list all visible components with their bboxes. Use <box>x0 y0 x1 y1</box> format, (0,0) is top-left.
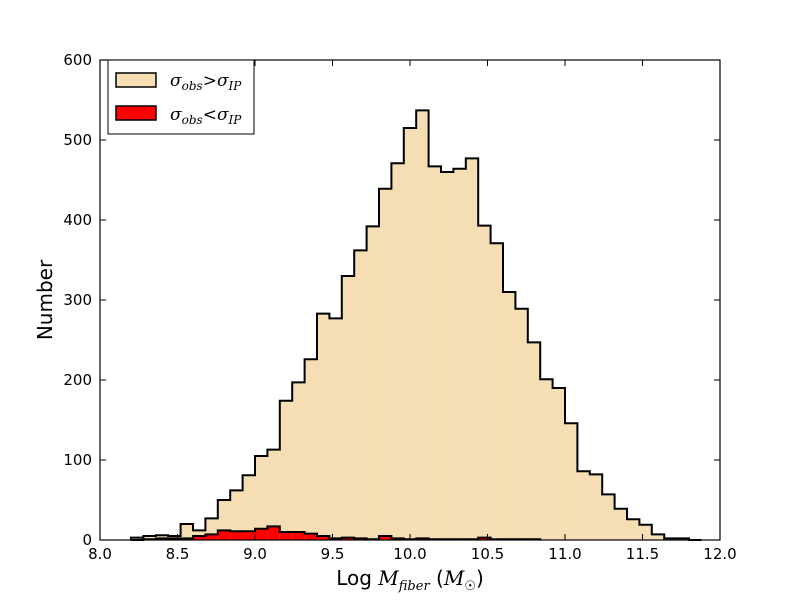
y-tick-label: 500 <box>63 131 92 149</box>
x-tick-label: 8.5 <box>166 545 190 563</box>
bars-layer <box>130 109 702 541</box>
legend-red-sub-a: obs <box>182 113 203 127</box>
series-0-bar <box>329 318 342 540</box>
series-0-bar <box>565 423 578 540</box>
series-0-bar <box>416 110 429 541</box>
x-axis-title-unit-close: ) <box>476 566 484 590</box>
x-tick-label: 9.5 <box>321 545 345 563</box>
series-0 <box>130 109 702 541</box>
y-tick-label: 400 <box>63 211 92 229</box>
legend-red-sigma-b: σ <box>217 105 229 125</box>
series-0-bar <box>403 128 417 540</box>
series-0-bar <box>391 163 404 540</box>
series-0-bar <box>341 276 355 540</box>
legend-tan-sub-a: obs <box>182 79 203 93</box>
series-1-outline <box>131 525 542 541</box>
x-tick-label: 10.5 <box>471 545 504 563</box>
series-0-bar <box>515 308 528 540</box>
legend-swatch-tan <box>115 72 157 88</box>
series-0-bar <box>441 172 454 540</box>
y-axis-title: Number <box>33 259 57 340</box>
series-0-bar <box>453 168 466 541</box>
series-1-bar <box>205 534 218 540</box>
series-0-bar <box>180 524 193 540</box>
series-1-bar <box>341 537 355 540</box>
series-0-bar <box>465 158 479 540</box>
series-0-bar <box>478 225 491 540</box>
x-tick-label: 9.0 <box>243 545 267 563</box>
legend-red-sigma-a: σ <box>170 105 182 125</box>
legend-entry-tan: σobs>σIP <box>170 71 242 93</box>
series-1-bar <box>478 537 491 540</box>
series-0-bar <box>267 449 280 540</box>
series-0-bar <box>379 188 392 541</box>
legend-tan-sub-b: IP <box>228 79 243 93</box>
series-0-bar <box>131 537 144 540</box>
x-axis-title-unit: M <box>443 566 465 590</box>
series-1-bar <box>230 531 243 540</box>
series-0-bar <box>304 359 317 540</box>
series-1-bar <box>267 526 280 540</box>
y-tick-label: 600 <box>63 51 92 69</box>
series-0-bar <box>602 494 615 540</box>
y-tick-label: 200 <box>63 371 92 389</box>
series-0-bar <box>279 400 293 540</box>
y-tick-label: 100 <box>63 451 92 469</box>
ticks-layer: 8.0 8.5 9.0 9.5 10.0 10.5 11.0 11.5 12.0 0 100 200 3… <box>63 51 736 563</box>
x-tick-label: 12.0 <box>703 545 736 563</box>
series-0-bar <box>577 471 590 540</box>
x-axis-title-main: M <box>377 566 399 590</box>
legend-tan-sigma-b: σ <box>217 71 229 91</box>
legend-tan-sigma-a: σ <box>170 71 182 91</box>
series-1-bar <box>304 533 317 540</box>
legend-red-sub-b: IP <box>228 113 243 127</box>
legend-red-op: < <box>203 105 217 125</box>
series-0-bar <box>143 536 156 540</box>
x-axis-title-prefix: Log <box>336 566 378 590</box>
x-tick-label: 11.5 <box>626 545 659 563</box>
series-0-bar <box>627 519 640 540</box>
series-0-bar <box>292 382 305 540</box>
legend: σobs>σIP σobs<σIP <box>107 59 255 135</box>
x-tick-label: 10.0 <box>393 545 426 563</box>
series-1-bar <box>317 536 330 540</box>
series-0-bar <box>651 534 665 540</box>
series-0-bar <box>354 250 367 540</box>
x-tick-label: 8.0 <box>88 545 112 563</box>
x-axis-title: Log Mfiber (M☉) <box>336 566 484 594</box>
series-0-bar <box>540 379 553 540</box>
x-axis-title-unit-sub: ☉ <box>464 579 476 594</box>
series-1-bar <box>292 532 305 540</box>
series-0-bar <box>614 508 627 540</box>
series-0-bar <box>317 313 330 540</box>
series-0-bar <box>230 490 243 540</box>
series-0-bar <box>242 475 255 540</box>
series-0-bar <box>503 292 516 540</box>
series-1-bar <box>242 531 255 540</box>
series-1-bar <box>379 536 392 540</box>
y-tick-label: 300 <box>63 291 92 309</box>
series-1-bar <box>279 532 293 540</box>
x-axis-title-main-sub: fiber <box>398 579 431 594</box>
series-1-bar <box>217 530 231 540</box>
legend-entry-red: σobs<σIP <box>170 105 242 127</box>
series-0-bar <box>639 524 652 540</box>
series-0-bar <box>552 388 565 540</box>
series-0-bar <box>428 166 441 540</box>
series-0-bar <box>527 342 541 540</box>
series-0-bar <box>255 456 268 540</box>
x-axis-title-unit-open: ( <box>430 566 444 590</box>
y-tick-label: 0 <box>82 531 92 549</box>
series-0-bar <box>366 226 379 540</box>
series-0-outline <box>130 109 702 541</box>
series-1-bar <box>193 536 206 540</box>
legend-swatch-red <box>115 105 157 121</box>
legend-tan-op: > <box>203 71 217 91</box>
series-1-bar <box>255 528 268 540</box>
x-tick-label: 11.0 <box>548 545 581 563</box>
series-0-bar <box>589 474 603 540</box>
series-0-bar <box>490 243 503 540</box>
